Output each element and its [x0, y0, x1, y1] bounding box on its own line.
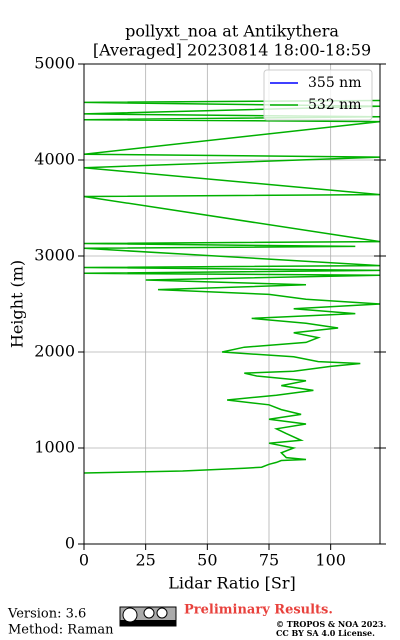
- y-axis-label: Height (m): [8, 260, 27, 348]
- x-tick-label: 75: [259, 551, 279, 570]
- series-line: [83, 99, 381, 474]
- y-tick-label: 4000: [34, 150, 75, 169]
- method: Method: Raman: [8, 623, 114, 638]
- x-axis-label: Lidar Ratio [Sr]: [168, 574, 296, 593]
- plot-frame: [83, 63, 381, 545]
- x-tick-label: 100: [315, 551, 346, 570]
- y-tick-label: 3000: [34, 246, 75, 265]
- y-tick-label: 2000: [34, 342, 75, 361]
- y-tick-label: 1000: [34, 438, 75, 457]
- chart-subtitle: [Averaged] 20230814 18:00-18:59: [93, 41, 371, 60]
- version: Version: 3.6: [7, 607, 86, 622]
- x-tick-label: 25: [135, 551, 155, 570]
- legend-label: 355 nm: [308, 75, 361, 91]
- x-tick-label: 50: [197, 551, 217, 570]
- license: CC BY SA 4.0 License.: [276, 628, 375, 638]
- y-tick-label: 0: [65, 534, 75, 553]
- status: Preliminary Results.: [184, 603, 333, 618]
- legend-label: 532 nm: [308, 97, 361, 113]
- chart-title: pollyxt_noa at Antikythera: [125, 22, 339, 41]
- y-tick-label: 5000: [34, 54, 75, 73]
- x-tick-label: 0: [79, 551, 89, 570]
- copyright: © TROPOS & NOA 2023.: [276, 619, 386, 629]
- license-logo: [119, 606, 177, 627]
